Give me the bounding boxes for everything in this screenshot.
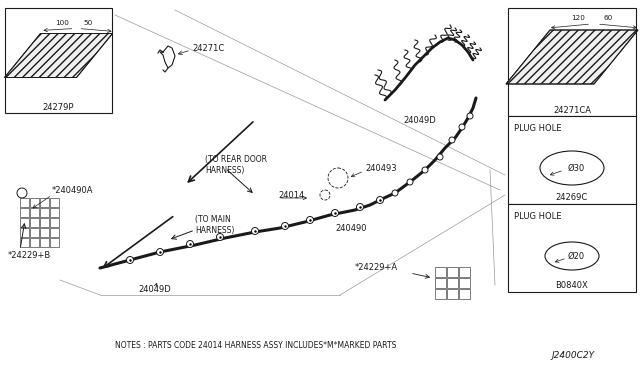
Circle shape (216, 234, 223, 241)
Circle shape (332, 209, 339, 217)
Text: 240490: 240490 (335, 224, 367, 232)
Text: *24229+B: *24229+B (8, 250, 51, 260)
FancyBboxPatch shape (50, 198, 59, 207)
FancyBboxPatch shape (435, 289, 446, 299)
Polygon shape (506, 30, 638, 84)
FancyBboxPatch shape (508, 116, 636, 204)
FancyBboxPatch shape (459, 278, 470, 288)
Circle shape (127, 257, 134, 263)
Circle shape (157, 248, 163, 256)
FancyBboxPatch shape (447, 267, 458, 277)
Text: (TO REAR DOOR
HARNESS): (TO REAR DOOR HARNESS) (205, 155, 267, 175)
FancyBboxPatch shape (447, 289, 458, 299)
FancyBboxPatch shape (20, 228, 29, 237)
Circle shape (407, 179, 413, 185)
Text: *24229+A: *24229+A (355, 263, 398, 273)
Text: 240493: 240493 (365, 164, 397, 173)
Circle shape (437, 154, 443, 160)
FancyBboxPatch shape (435, 267, 446, 277)
Text: 24014: 24014 (278, 190, 304, 199)
FancyBboxPatch shape (50, 218, 59, 227)
FancyBboxPatch shape (20, 208, 29, 217)
Text: NOTES : PARTS CODE 24014 HARNESS ASSY INCLUDES*M*MARKED PARTS: NOTES : PARTS CODE 24014 HARNESS ASSY IN… (115, 340, 396, 350)
FancyBboxPatch shape (30, 218, 39, 227)
Text: *240490A: *240490A (52, 186, 93, 195)
Text: 24049D: 24049D (138, 285, 171, 295)
Text: J2400C2Y: J2400C2Y (552, 352, 595, 360)
FancyBboxPatch shape (435, 278, 446, 288)
FancyBboxPatch shape (40, 208, 49, 217)
FancyBboxPatch shape (20, 238, 29, 247)
FancyBboxPatch shape (30, 238, 39, 247)
Text: 24271CA: 24271CA (553, 106, 591, 115)
FancyBboxPatch shape (508, 8, 636, 116)
FancyBboxPatch shape (447, 278, 458, 288)
Polygon shape (4, 33, 113, 77)
Circle shape (186, 241, 193, 247)
FancyBboxPatch shape (50, 208, 59, 217)
Circle shape (422, 167, 428, 173)
FancyBboxPatch shape (40, 228, 49, 237)
Text: B0840X: B0840X (556, 280, 588, 289)
Circle shape (459, 124, 465, 130)
FancyBboxPatch shape (459, 267, 470, 277)
Text: 120: 120 (571, 15, 585, 21)
Circle shape (307, 217, 314, 224)
FancyBboxPatch shape (5, 8, 112, 113)
Text: 24049D: 24049D (403, 115, 436, 125)
FancyBboxPatch shape (30, 198, 39, 207)
FancyBboxPatch shape (40, 238, 49, 247)
FancyBboxPatch shape (20, 198, 29, 207)
FancyBboxPatch shape (508, 204, 636, 292)
Circle shape (449, 137, 455, 143)
FancyBboxPatch shape (50, 228, 59, 237)
Circle shape (252, 228, 259, 234)
Circle shape (376, 196, 383, 203)
Circle shape (467, 113, 473, 119)
FancyBboxPatch shape (30, 228, 39, 237)
Circle shape (392, 190, 398, 196)
FancyBboxPatch shape (459, 289, 470, 299)
Text: Ø30: Ø30 (568, 164, 584, 173)
FancyBboxPatch shape (30, 208, 39, 217)
Text: PLUG HOLE: PLUG HOLE (514, 212, 561, 221)
Circle shape (17, 188, 27, 198)
FancyBboxPatch shape (40, 198, 49, 207)
Text: 24269C: 24269C (556, 192, 588, 202)
Text: (TO MAIN
HARNESS): (TO MAIN HARNESS) (195, 215, 234, 235)
Circle shape (282, 222, 289, 230)
Text: PLUG HOLE: PLUG HOLE (514, 124, 561, 132)
Text: Ø20: Ø20 (568, 251, 584, 260)
Circle shape (356, 203, 364, 211)
FancyBboxPatch shape (50, 238, 59, 247)
Text: 50: 50 (84, 19, 93, 26)
FancyBboxPatch shape (40, 218, 49, 227)
Text: 100: 100 (56, 19, 69, 26)
Ellipse shape (540, 151, 604, 185)
Text: 60: 60 (604, 15, 612, 21)
Circle shape (328, 168, 348, 188)
Circle shape (320, 190, 330, 200)
Text: 24279P: 24279P (43, 103, 74, 112)
Ellipse shape (545, 242, 599, 270)
Text: 24271C: 24271C (192, 44, 224, 52)
FancyBboxPatch shape (20, 218, 29, 227)
